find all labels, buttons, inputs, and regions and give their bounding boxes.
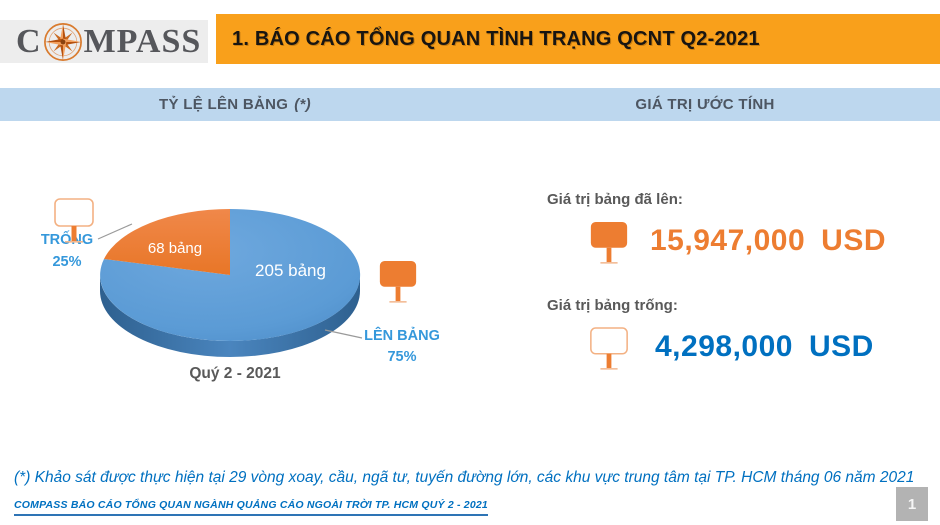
empty-amount-currency: USD [808, 330, 874, 363]
pie-callout-len-bang-percent: 75% [387, 349, 417, 365]
pie-side-wall [100, 275, 360, 357]
section-header-right-label: GIÁ TRỊ ƯỚC TÍNH [635, 96, 775, 113]
empty-value-amount: 4,298,000 USD [655, 330, 874, 364]
logo-text-c: C [16, 22, 42, 60]
leader-line-len-bang [324, 329, 363, 339]
logo-text-mpass: MPASS [83, 22, 202, 60]
compass-rose-icon [43, 22, 82, 61]
pie-callout-trong-label: TRỐNG [40, 232, 94, 248]
section-header-right: GIÁ TRỊ ƯỚC TÍNH [470, 88, 940, 121]
filled-amount-number: 15,947,000 [650, 224, 806, 257]
pie-value-label-trong: 68 bảng [147, 240, 203, 257]
filled-value-label: Giá trị bảng đã lên: [547, 191, 683, 208]
section-header-left: TỶ LỆ LÊN BẢNG (*) [0, 88, 470, 121]
empty-billboard-icon [54, 198, 94, 243]
filled-amount-currency: USD [821, 224, 886, 257]
section-header-band: TỶ LỆ LÊN BẢNG (*) GIÁ TRỊ ƯỚC TÍNH [0, 88, 940, 121]
page-number-badge: 1 [896, 487, 928, 521]
pie-callout-len-bang: LÊN BẢNG 75% [352, 326, 452, 368]
pie-value-label-len-bang: 205 bảng [255, 261, 326, 280]
empty-amount-number: 4,298,000 [655, 330, 793, 363]
survey-footnote: (*) Khảo sát được thực hiện tại 29 vòng … [14, 469, 915, 486]
pie-chart-title: Quý 2 - 2021 [189, 365, 281, 382]
compass-logo: C MPASS [0, 20, 208, 63]
leader-line-trong [97, 223, 133, 240]
pie-callout-trong-percent: 25% [52, 254, 82, 270]
page-number: 1 [907, 495, 917, 513]
filled-billboard-icon [590, 222, 628, 264]
pie-slice-len-bang [100, 208, 361, 341]
pie-slice-trong [104, 209, 230, 275]
empty-billboard-icon [590, 327, 628, 370]
report-footer-link[interactable]: COMPASS BÁO CÁO TỔNG QUAN NGÀNH QUẢNG CÁ… [14, 499, 488, 516]
section-header-left-note: (*) [294, 96, 311, 113]
empty-value-label: Giá trị bảng trống: [547, 297, 678, 314]
slide-title-bar: 1. BÁO CÁO TỔNG QUAN TÌNH TRẠNG QCNT Q2-… [216, 14, 940, 64]
slide-title: 1. BÁO CÁO TỔNG QUAN TÌNH TRẠNG QCNT Q2-… [232, 27, 760, 50]
filled-billboard-icon [379, 261, 417, 303]
pie-chart-3d [97, 208, 363, 357]
filled-value-amount: 15,947,000 USD [650, 224, 886, 258]
section-header-left-label: TỶ LỆ LÊN BẢNG [159, 96, 289, 113]
pie-callout-len-bang-label: LÊN BẢNG [364, 328, 440, 344]
pie-callout-trong: TRỐNG 25% [33, 229, 101, 273]
